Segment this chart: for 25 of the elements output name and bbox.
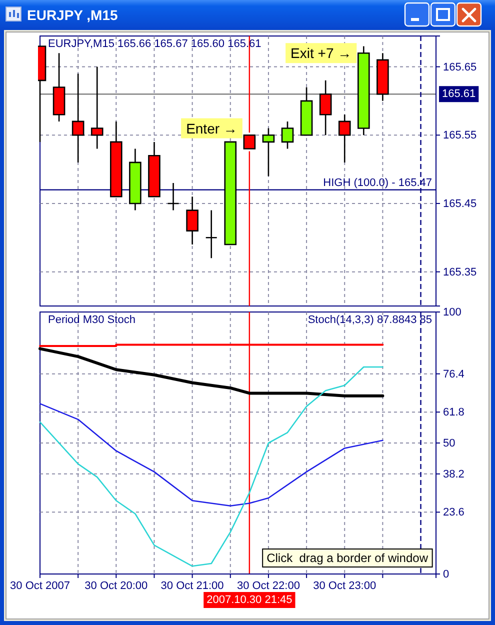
chart-title: Period M30 Stoch [48,314,136,326]
x-tick-label: 30 Oct 21:00 [160,580,224,592]
ref-line-label: 2007.10.30 21:45 [206,594,292,606]
annotation: Stoch(14,3,3) 87.8843 85 [308,314,432,326]
ref-line-label: HIGH (100.0) - 165.47 [323,176,432,189]
x-tick-label: 30 Oct 20:00 [84,580,148,592]
x-tick-label: 30 Oct 23:00 [313,580,376,592]
y-tick-label: 0 [443,568,450,581]
y-tick-label: 165.45 [443,198,477,210]
y-tick-label: 50 [443,438,456,450]
chart-title: EURJPY ,M15 [27,7,118,23]
annotation: Exit +7 → [290,45,352,62]
y-tick-label: 23.6 [443,506,464,519]
y-tick-label: 165.35 [443,266,477,278]
y-tick-label: 76.4 [443,368,464,380]
ref-line-label: 165.61 [442,88,476,100]
y-tick-label: 165.55 [443,130,477,142]
y-tick-label: 100 [443,306,462,319]
x-tick-label: 30 Oct 22:00 [236,580,300,592]
x-tick-label: 30 Oct 2007 [10,580,70,592]
y-tick-label: 38.2 [443,468,464,480]
annotation: Click drag a border of window [266,551,428,565]
annotation: Enter → [186,120,238,136]
y-tick-label: 165.65 [443,61,477,74]
y-tick-label: 61.8 [443,406,464,419]
